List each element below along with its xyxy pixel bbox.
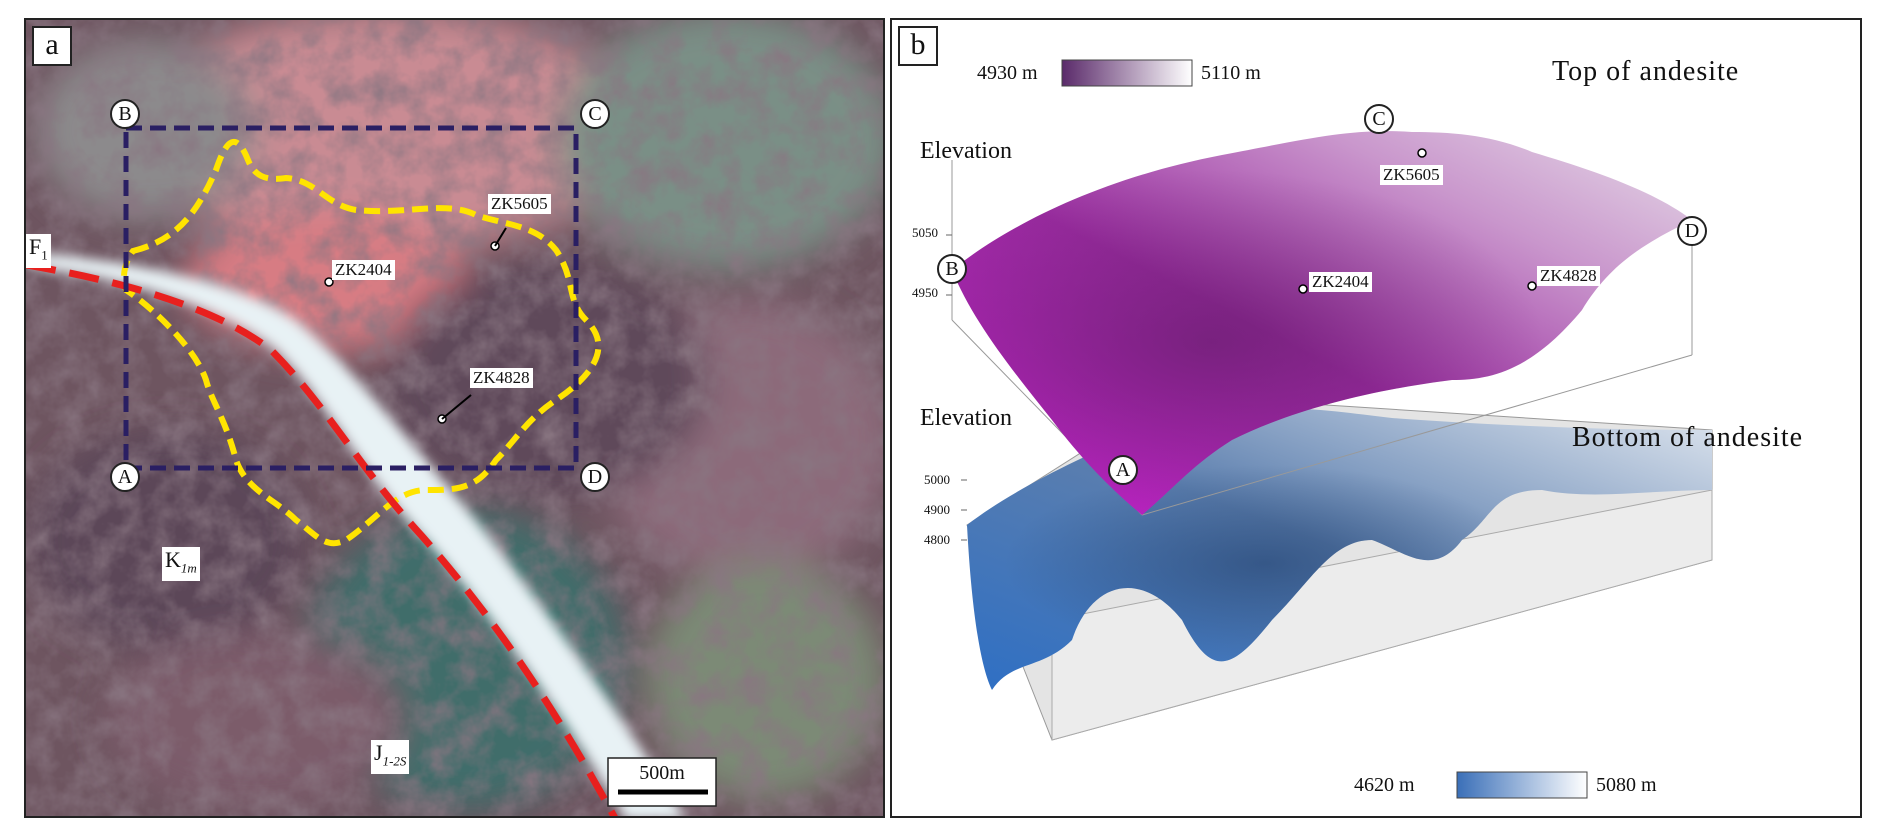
corner-a-marker: A xyxy=(1108,455,1138,485)
borehole-label-zk4828: ZK4828 xyxy=(1537,266,1600,286)
unit-label-k1m: K1m xyxy=(162,547,200,582)
corner-d-marker: D xyxy=(1677,216,1707,246)
top-color-legend xyxy=(1061,59,1193,87)
borehole-label-zk5605: ZK5605 xyxy=(1380,165,1443,185)
fault-line xyxy=(26,261,618,816)
bottom-color-legend xyxy=(1456,771,1588,799)
corner-b-marker: B xyxy=(110,99,140,129)
top-elevation-label: Elevation xyxy=(920,138,1012,164)
corner-d-marker: D xyxy=(580,462,610,492)
bottom-tick-4800: 4800 xyxy=(924,532,950,547)
andesite-outline xyxy=(121,138,602,547)
top-legend-max: 5110 m xyxy=(1201,62,1261,84)
bottom-tick-4900: 4900 xyxy=(924,502,950,517)
bottom-elevation-label: Elevation xyxy=(920,405,1012,431)
borehole-label-zk2404: ZK2404 xyxy=(332,260,395,280)
top-surface-title: Top of andesite xyxy=(1552,56,1740,87)
borehole-label-zk4828: ZK4828 xyxy=(470,368,533,388)
bottom-surface-title: Bottom of andesite xyxy=(1572,422,1804,453)
3d-surface-panel: b 4930 m 5110 m Top of andesite Elevatio… xyxy=(890,18,1862,818)
top-tick-4950: 4950 xyxy=(912,285,938,300)
corner-c-marker: C xyxy=(580,99,610,129)
scale-bar-box xyxy=(607,757,717,807)
3d-model xyxy=(946,59,1713,799)
scale-bar-label: 500m xyxy=(639,762,685,784)
borehole-label-zk2404: ZK2404 xyxy=(1309,272,1372,292)
bottom-tick-5000: 5000 xyxy=(924,472,950,487)
bottom-legend-max: 5080 m xyxy=(1596,774,1657,796)
bottom-legend-min: 4620 m xyxy=(1354,774,1415,796)
top-legend-min: 4930 m xyxy=(977,62,1038,84)
corner-b-marker: B xyxy=(937,254,967,284)
corner-a-marker: A xyxy=(110,462,140,492)
borehole-marker xyxy=(1527,281,1537,291)
borehole-label-zk5605: ZK5605 xyxy=(488,194,551,214)
borehole-marker xyxy=(324,277,334,287)
top-tick-5050: 5050 xyxy=(912,225,938,240)
satellite-imagery xyxy=(26,20,883,816)
borehole-marker xyxy=(1298,284,1308,294)
study-area-frame xyxy=(123,125,579,471)
panel-b-label: b xyxy=(898,26,938,66)
corner-c-marker: C xyxy=(1364,104,1394,134)
borehole-marker xyxy=(1417,148,1427,158)
unit-label-j12s: J1-2S xyxy=(371,740,410,775)
satellite-map-panel: a B C A D ZK5605 ZK2404 ZK4828 F1 K1m J1… xyxy=(24,18,885,818)
panel-a-label: a xyxy=(32,26,72,66)
fault-label: F1 xyxy=(26,234,51,269)
